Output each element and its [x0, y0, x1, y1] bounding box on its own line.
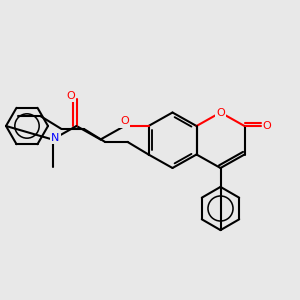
Text: O: O — [120, 116, 129, 127]
Text: O: O — [262, 121, 272, 131]
Text: O: O — [66, 91, 75, 101]
Text: N: N — [51, 133, 60, 143]
Text: O: O — [216, 107, 225, 118]
